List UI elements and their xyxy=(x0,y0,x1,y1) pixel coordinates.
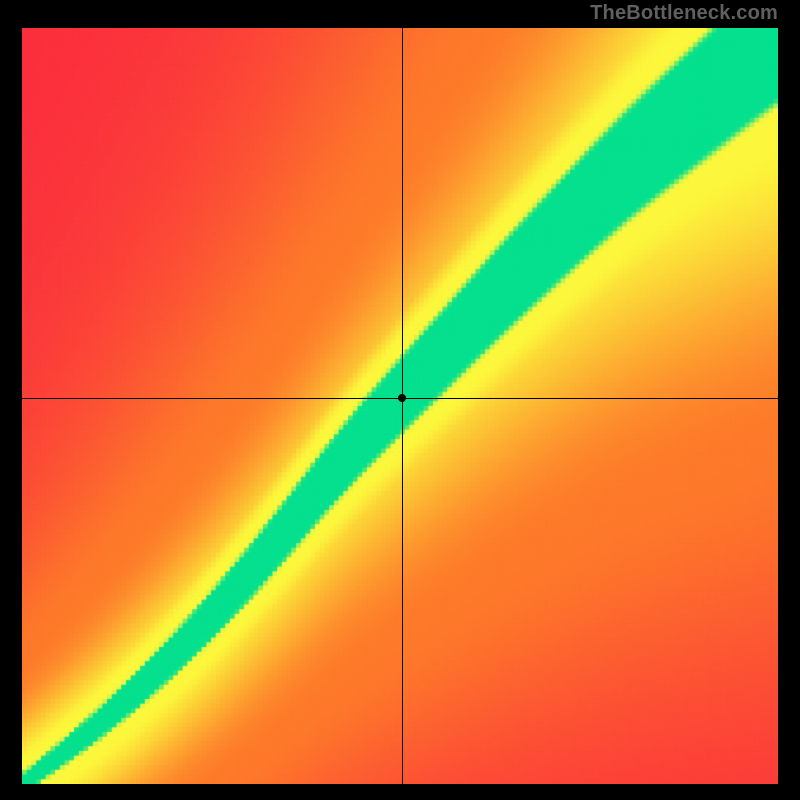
heatmap-canvas xyxy=(22,28,778,784)
plot-frame xyxy=(22,28,778,784)
watermark-text: TheBottleneck.com xyxy=(590,2,778,25)
marker-dot xyxy=(398,394,406,402)
chart-container: TheBottleneck.com xyxy=(0,0,800,800)
crosshair-vertical xyxy=(402,28,403,784)
